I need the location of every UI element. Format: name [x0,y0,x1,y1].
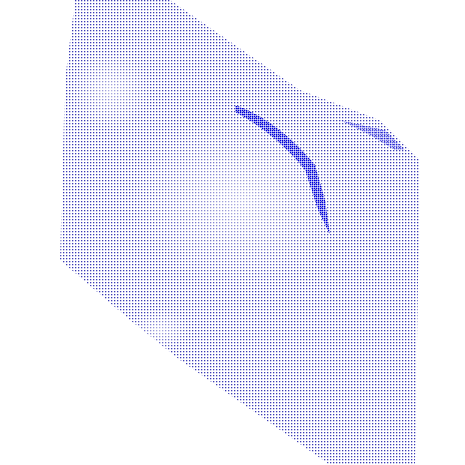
dense-ridge [340,120,405,150]
light-region [70,50,150,130]
dense-ridge [235,105,330,235]
light-region [130,310,190,350]
